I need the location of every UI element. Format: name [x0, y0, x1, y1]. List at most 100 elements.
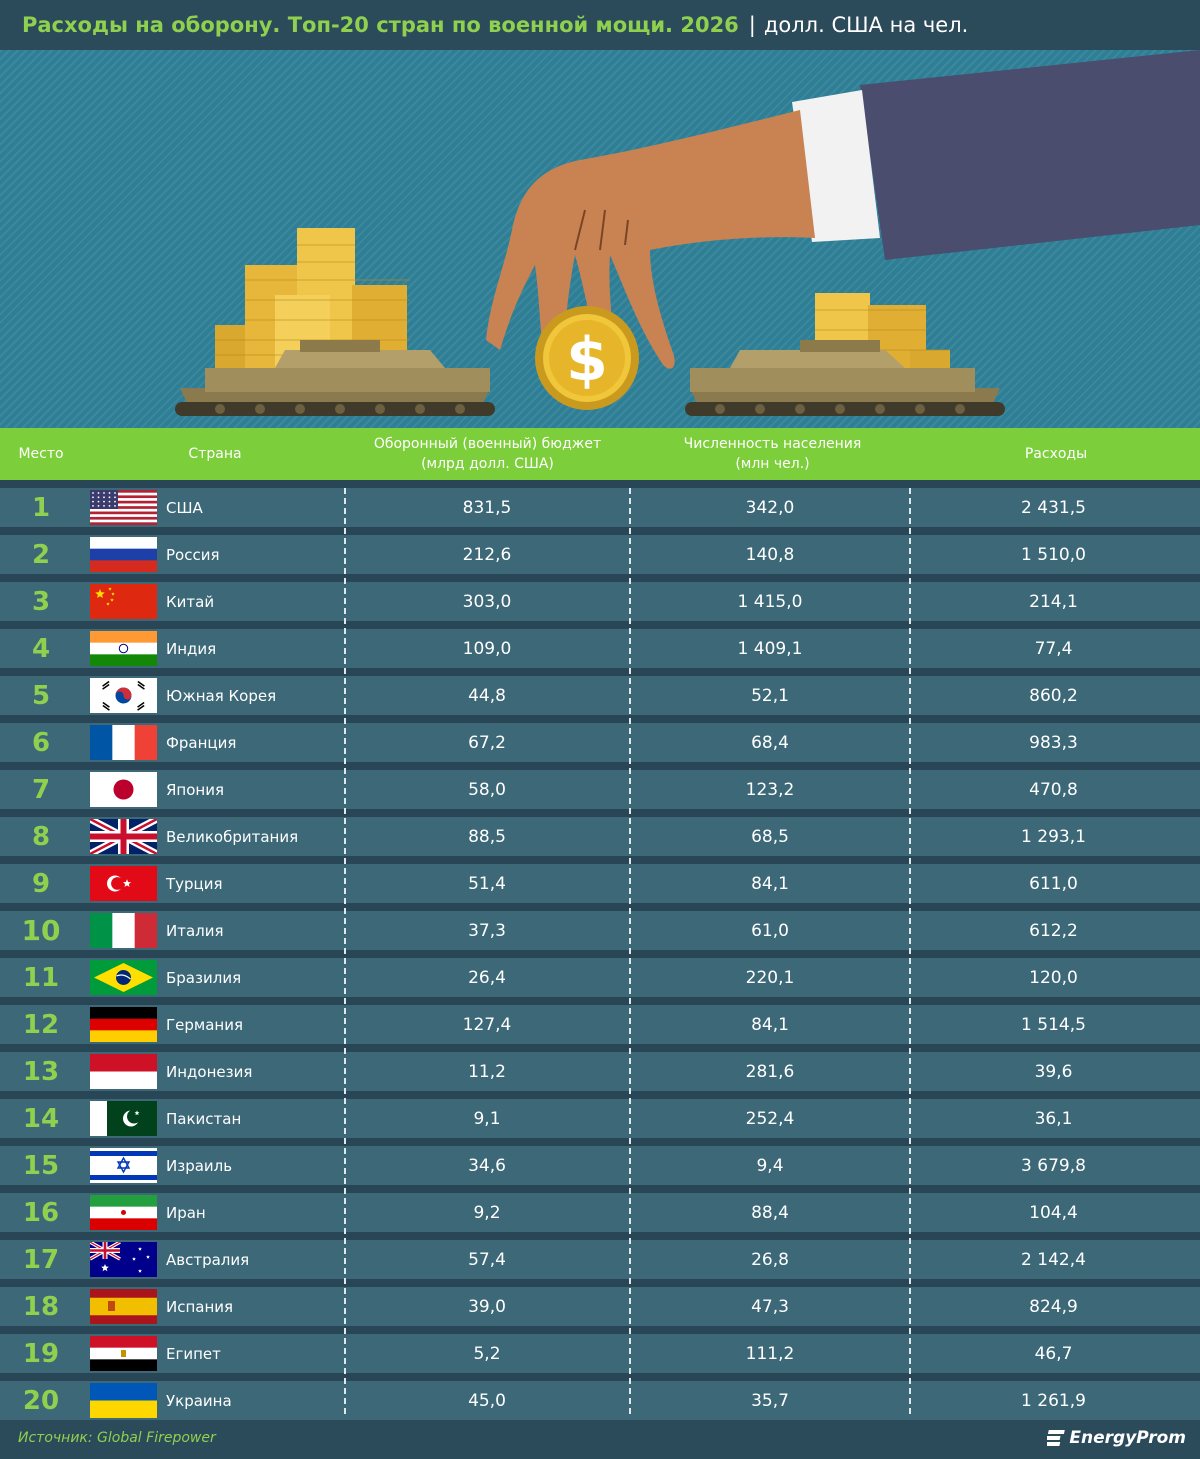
rank-cell: 16 — [22, 1197, 60, 1228]
column-header-population: Численность населения (млн чел.) — [683, 436, 862, 472]
country-cell: Украина — [166, 1391, 232, 1410]
rank-cell: 7 — [31, 774, 51, 805]
tank-icon — [175, 340, 495, 416]
footer: Источник: Global Firepower EnergyProm — [0, 1420, 1200, 1459]
page-title: Расходы на оборону. Топ-20 стран по воен… — [22, 13, 739, 37]
table-row: 9 Турция 51,4 84,1 611,0 — [0, 864, 1200, 903]
column-header-rank: Место — [18, 446, 64, 462]
budget-cell: 127,4 — [462, 1014, 512, 1035]
rank-cell: 18 — [22, 1291, 60, 1322]
population-cell: 68,5 — [751, 826, 789, 847]
rank-cell: 20 — [22, 1385, 60, 1416]
table-body: 1 США 831,5 342,0 2 431,5 2 Россия 212,6 140,8 1 … — [0, 480, 1200, 1420]
population-cell: 1 415,0 — [737, 591, 803, 612]
country-cell: Италия — [166, 921, 224, 940]
population-cell: 35,7 — [751, 1390, 789, 1411]
country-cell: Пакистан — [166, 1109, 242, 1128]
spending-cell: 611,0 — [1029, 873, 1078, 894]
budget-cell: 9,2 — [473, 1202, 501, 1223]
japan-flag — [90, 772, 157, 807]
spending-cell: 46,7 — [1034, 1343, 1073, 1364]
russia-flag — [90, 537, 157, 572]
brand-name: EnergyProm — [1069, 1428, 1186, 1448]
brand-logo: EnergyProm — [1047, 1428, 1186, 1448]
budget-cell: 45,0 — [468, 1390, 506, 1411]
budget-cell: 51,4 — [468, 873, 506, 894]
table-row: 3 Китай 303,0 1 415,0 214,1 — [0, 582, 1200, 621]
budget-cell: 831,5 — [462, 497, 512, 518]
table-row: 17 Австралия 57,4 26,8 2 142,4 — [0, 1240, 1200, 1279]
spending-cell: 824,9 — [1029, 1296, 1078, 1317]
table-row: 20 Украина 45,0 35,7 1 261,9 — [0, 1381, 1200, 1420]
table-row: 1 США 831,5 342,0 2 431,5 — [0, 488, 1200, 527]
rank-cell: 1 — [31, 492, 51, 523]
spending-cell: 2 142,4 — [1021, 1249, 1086, 1270]
budget-cell: 58,0 — [468, 779, 506, 800]
spending-cell: 1 261,9 — [1021, 1390, 1086, 1411]
spending-cell: 214,1 — [1029, 591, 1078, 612]
population-cell: 111,2 — [745, 1343, 795, 1364]
budget-cell: 39,0 — [468, 1296, 506, 1317]
rank-cell: 10 — [21, 914, 61, 947]
country-cell: Бразилия — [166, 968, 242, 987]
rank-cell: 15 — [22, 1150, 60, 1181]
spending-cell: 36,1 — [1034, 1108, 1073, 1129]
table-header: Место Страна Оборонный (военный) бюджет(… — [0, 428, 1200, 480]
country-cell: Австралия — [166, 1250, 250, 1269]
dollar-coin-icon: $ — [535, 306, 639, 410]
population-cell: 252,4 — [745, 1108, 795, 1129]
rank-cell: 3 — [31, 586, 51, 617]
budget-cell: 5,2 — [473, 1343, 501, 1364]
country-cell: Индия — [166, 639, 217, 658]
budget-cell: 67,2 — [468, 732, 506, 753]
china-flag — [90, 584, 157, 619]
population-cell: 84,1 — [751, 873, 789, 894]
spending-cell: 470,8 — [1029, 779, 1078, 800]
budget-cell: 109,0 — [462, 638, 512, 659]
population-cell: 52,1 — [751, 685, 789, 706]
table-row: 8 Великобритания 88,5 68,5 1 293,1 — [0, 817, 1200, 856]
germany-flag — [90, 1007, 157, 1042]
table-row: 7 Япония 58,0 123,2 470,8 — [0, 770, 1200, 809]
egypt-flag — [90, 1336, 157, 1371]
country-cell: Иран — [166, 1203, 206, 1222]
table-row: 5 Южная Корея 44,8 52,1 860,2 — [0, 676, 1200, 715]
budget-cell: 212,6 — [462, 544, 512, 565]
budget-cell: 37,3 — [468, 920, 506, 941]
illustration-svg: $ — [175, 50, 1200, 416]
table-row: 4 Индия 109,0 1 409,1 77,4 — [0, 629, 1200, 668]
country-cell: Великобритания — [166, 827, 299, 846]
hand-icon — [486, 50, 1200, 369]
country-cell: Франция — [166, 733, 237, 752]
brazil-flag — [90, 960, 157, 995]
spending-cell: 2 431,5 — [1021, 497, 1086, 518]
spending-cell: 1 510,0 — [1021, 544, 1086, 565]
country-cell: Япония — [166, 780, 224, 799]
spending-cell: 39,6 — [1034, 1061, 1073, 1082]
population-cell: 342,0 — [745, 497, 795, 518]
title-bar: Расходы на оборону. Топ-20 стран по воен… — [0, 0, 1200, 50]
budget-cell: 303,0 — [462, 591, 512, 612]
population-cell: 281,6 — [745, 1061, 795, 1082]
table-row: 19 Египет 5,2 111,2 46,7 — [0, 1334, 1200, 1373]
france-flag — [90, 725, 157, 760]
rank-cell: 14 — [22, 1103, 60, 1134]
rank-cell: 8 — [31, 821, 51, 852]
table-row: 10 Италия 37,3 61,0 612,2 — [0, 911, 1200, 950]
budget-cell: 26,4 — [468, 967, 506, 988]
population-cell: 220,1 — [745, 967, 795, 988]
table-row: 16 Иран 9,2 88,4 104,4 — [0, 1193, 1200, 1232]
country-cell: Израиль — [166, 1156, 233, 1175]
table-row: 14 Пакистан 9,1 252,4 36,1 — [0, 1099, 1200, 1138]
title-unit: долл. США на чел. — [763, 13, 969, 37]
india-flag — [90, 631, 157, 666]
rank-cell: 19 — [22, 1338, 60, 1369]
spending-cell: 612,2 — [1029, 920, 1078, 941]
population-cell: 47,3 — [751, 1296, 789, 1317]
table-row: 15 Израиль 34,6 9,4 3 679,8 — [0, 1146, 1200, 1185]
column-header-budget: Оборонный (военный) бюджет (млрд долл. СШ… — [373, 436, 602, 472]
table-row: 18 Испания 39,0 47,3 824,9 — [0, 1287, 1200, 1326]
table-row: 12 Германия 127,4 84,1 1 514,5 — [0, 1005, 1200, 1044]
rank-cell: 6 — [31, 727, 51, 758]
country-cell: Южная Корея — [166, 686, 277, 705]
